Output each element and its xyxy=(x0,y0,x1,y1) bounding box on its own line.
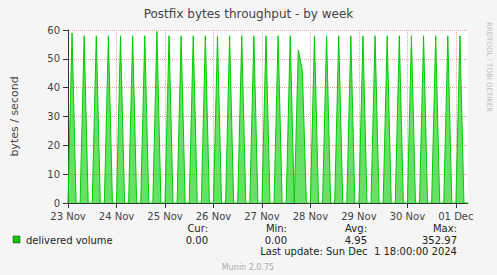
svg-text:bytes / second: bytes / second xyxy=(8,76,21,156)
svg-text:20: 20 xyxy=(47,140,60,151)
svg-text:Max:: Max: xyxy=(433,223,457,234)
svg-text:Postfix bytes throughput - by: Postfix bytes throughput - by week xyxy=(144,7,354,21)
svg-text:50: 50 xyxy=(47,53,60,64)
svg-text:Avg:: Avg: xyxy=(345,223,367,234)
svg-text:RRDTOOL / TOBI OETIKER: RRDTOOL / TOBI OETIKER xyxy=(485,22,493,112)
svg-text:24 Nov: 24 Nov xyxy=(99,211,135,222)
svg-text:30 Nov: 30 Nov xyxy=(390,211,426,222)
svg-text:0.00: 0.00 xyxy=(186,235,208,246)
svg-text:23 Nov: 23 Nov xyxy=(50,211,86,222)
svg-text:10: 10 xyxy=(47,169,60,180)
svg-text:352.97: 352.97 xyxy=(422,235,457,246)
svg-text:40: 40 xyxy=(47,82,60,93)
svg-text:27 Nov: 27 Nov xyxy=(244,211,280,222)
svg-text:Min:: Min: xyxy=(266,223,287,234)
svg-text:0.00: 0.00 xyxy=(265,235,287,246)
svg-text:0: 0 xyxy=(54,198,60,209)
svg-text:4.95: 4.95 xyxy=(345,235,367,246)
svg-text:60: 60 xyxy=(47,25,60,36)
svg-text:30: 30 xyxy=(47,111,60,122)
svg-text:26 Nov: 26 Nov xyxy=(196,211,232,222)
svg-text:delivered volume: delivered volume xyxy=(26,235,113,246)
svg-text:Munin 2.0.75: Munin 2.0.75 xyxy=(222,263,274,272)
svg-text:29 Nov: 29 Nov xyxy=(341,211,377,222)
svg-text:Last update: Sun Dec 1 18:00:: Last update: Sun Dec 1 18:00:00 2024 xyxy=(260,246,457,257)
svg-text:28 Nov: 28 Nov xyxy=(293,211,329,222)
svg-text:Cur:: Cur: xyxy=(187,223,208,234)
svg-text:25 Nov: 25 Nov xyxy=(147,211,183,222)
svg-text:01 Dec: 01 Dec xyxy=(438,211,473,222)
